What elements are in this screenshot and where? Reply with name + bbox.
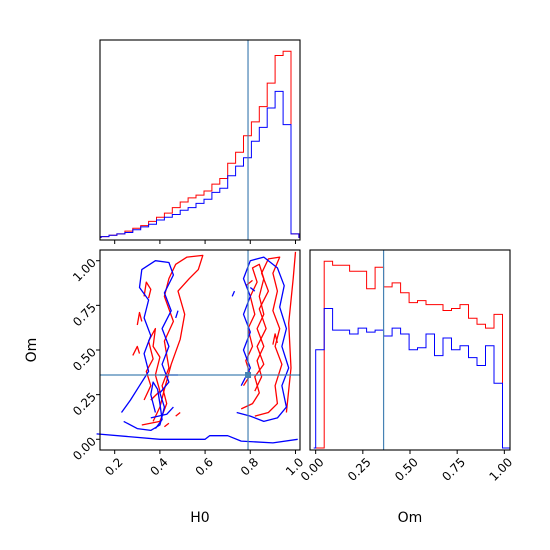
contour-series-2-line-3 [150,381,163,429]
contour-series-1-line-2 [143,327,161,401]
contour-frame [99,249,301,451]
contour-series-1-line-3 [132,345,141,356]
contour-series-2-line-6 [175,310,179,319]
om-histogram-series-2 [313,308,510,449]
contour-series-1-line-7 [175,411,181,417]
contour-series-1-line-10 [272,333,279,345]
contour-series-1-line-11 [245,279,253,287]
contour-series-1-line-4 [136,311,143,326]
contour-series-2-line-8 [231,290,236,297]
contour-series-1-line-9 [242,263,265,392]
contour-series-2-line-1 [120,260,175,432]
om-histogram-series [313,260,510,449]
om-x-axis-label: Om [398,510,423,526]
contour-series-2-line-9 [249,286,256,292]
h0-histogram-series [100,50,300,238]
h0-histogram-panel [99,39,301,244]
h0-histogram-frame [99,39,301,241]
contour-series-1-line-1 [141,254,204,426]
om-histogram-series-1 [313,260,510,449]
h0-x-axis-label: H0 [190,510,209,526]
truth-point-marker [245,372,252,378]
h0-histogram-x-ticks [114,240,296,244]
contour-series-2-line-4 [150,406,174,419]
h0-histogram-series-2 [100,90,300,238]
contour-series-1-line-5 [143,281,152,299]
contour-series-1-line-6 [163,422,170,428]
contour-series-2-line-2 [96,433,298,444]
contour-series-1-line-12 [285,251,297,413]
om-histogram-frame [309,249,511,451]
om-y-axis-label: Om [24,338,40,363]
